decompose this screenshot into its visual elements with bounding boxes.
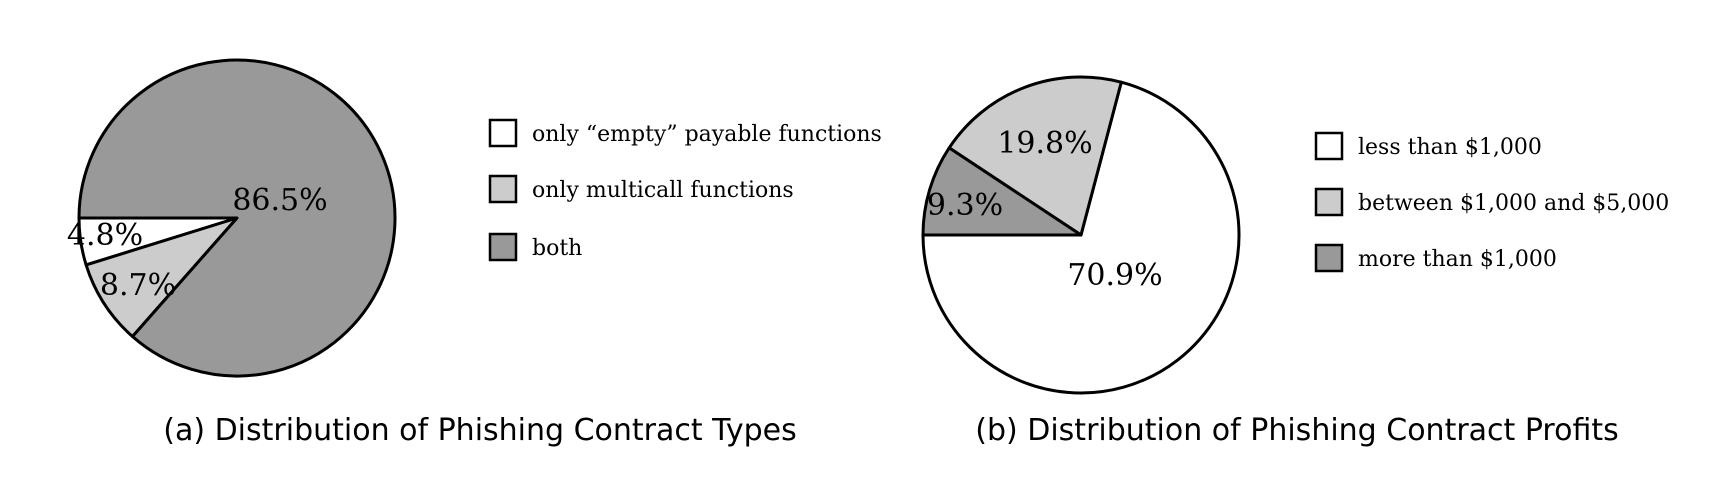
label-a-both: 86.5% [232,183,327,218]
legend-b-item-more-than-1000: more than $1,000 [1314,243,1557,273]
legend-b: less than $1,000 between $1,000 and $5,0… [1314,131,1669,273]
legend-b-label-less-than-1000: less than $1,000 [1358,135,1542,160]
slice-b-between-1000-5000 [947,75,1123,237]
label-b-less-than-1000: 70.9% [1067,258,1162,293]
legend-a-label-empty-payable: only “empty” payable functions [532,122,882,147]
legend-b-swatch-between-1000-5000 [1314,187,1344,217]
pie-b: 70.9% 19.8% 9.3% [921,75,1241,395]
slice-b-more-than-1000 [921,146,1083,237]
legend-a-item-both: both [488,232,582,262]
legend-a-label-both: both [532,236,582,261]
label-a-multicall: 8.7% [100,268,176,303]
legend-b-swatch-less-than-1000 [1314,131,1344,161]
legend-a-swatch-multicall [488,174,518,204]
legend-a: only “empty” payable functions only mult… [488,118,882,262]
caption-a: (a) Distribution of Phishing Contract Ty… [163,413,796,448]
legend-b-item-less-than-1000: less than $1,000 [1314,131,1542,161]
label-b-more-than-1000: 9.3% [927,188,1003,223]
legend-b-label-between-1000-5000: between $1,000 and $5,000 [1358,191,1669,216]
legend-b-item-between-1000-5000: between $1,000 and $5,000 [1314,187,1669,217]
caption-b: (b) Distribution of Phishing Contract Pr… [975,413,1618,448]
legend-a-swatch-both [488,232,518,262]
legend-b-label-more-than-1000: more than $1,000 [1358,247,1557,272]
legend-a-label-multicall: only multicall functions [532,178,794,203]
pie-a: 4.8% 8.7% 86.5% [67,58,397,378]
legend-a-item-multicall: only multicall functions [488,174,794,204]
slice-a-both [77,58,397,378]
label-a-empty-payable: 4.8% [67,218,143,253]
chart-b: 70.9% 19.8% 9.3% less than $1,000 betwee… [921,75,1669,448]
legend-a-swatch-empty-payable [488,118,518,148]
chart-a: 4.8% 8.7% 86.5% only “empty” payable fun… [67,58,882,448]
legend-b-swatch-more-than-1000 [1314,243,1344,273]
slice-b-less-than-1000 [921,80,1241,395]
label-b-between-1000-5000: 19.8% [997,126,1092,161]
legend-a-item-empty-payable: only “empty” payable functions [488,118,882,148]
slice-a-multicall [84,216,239,339]
